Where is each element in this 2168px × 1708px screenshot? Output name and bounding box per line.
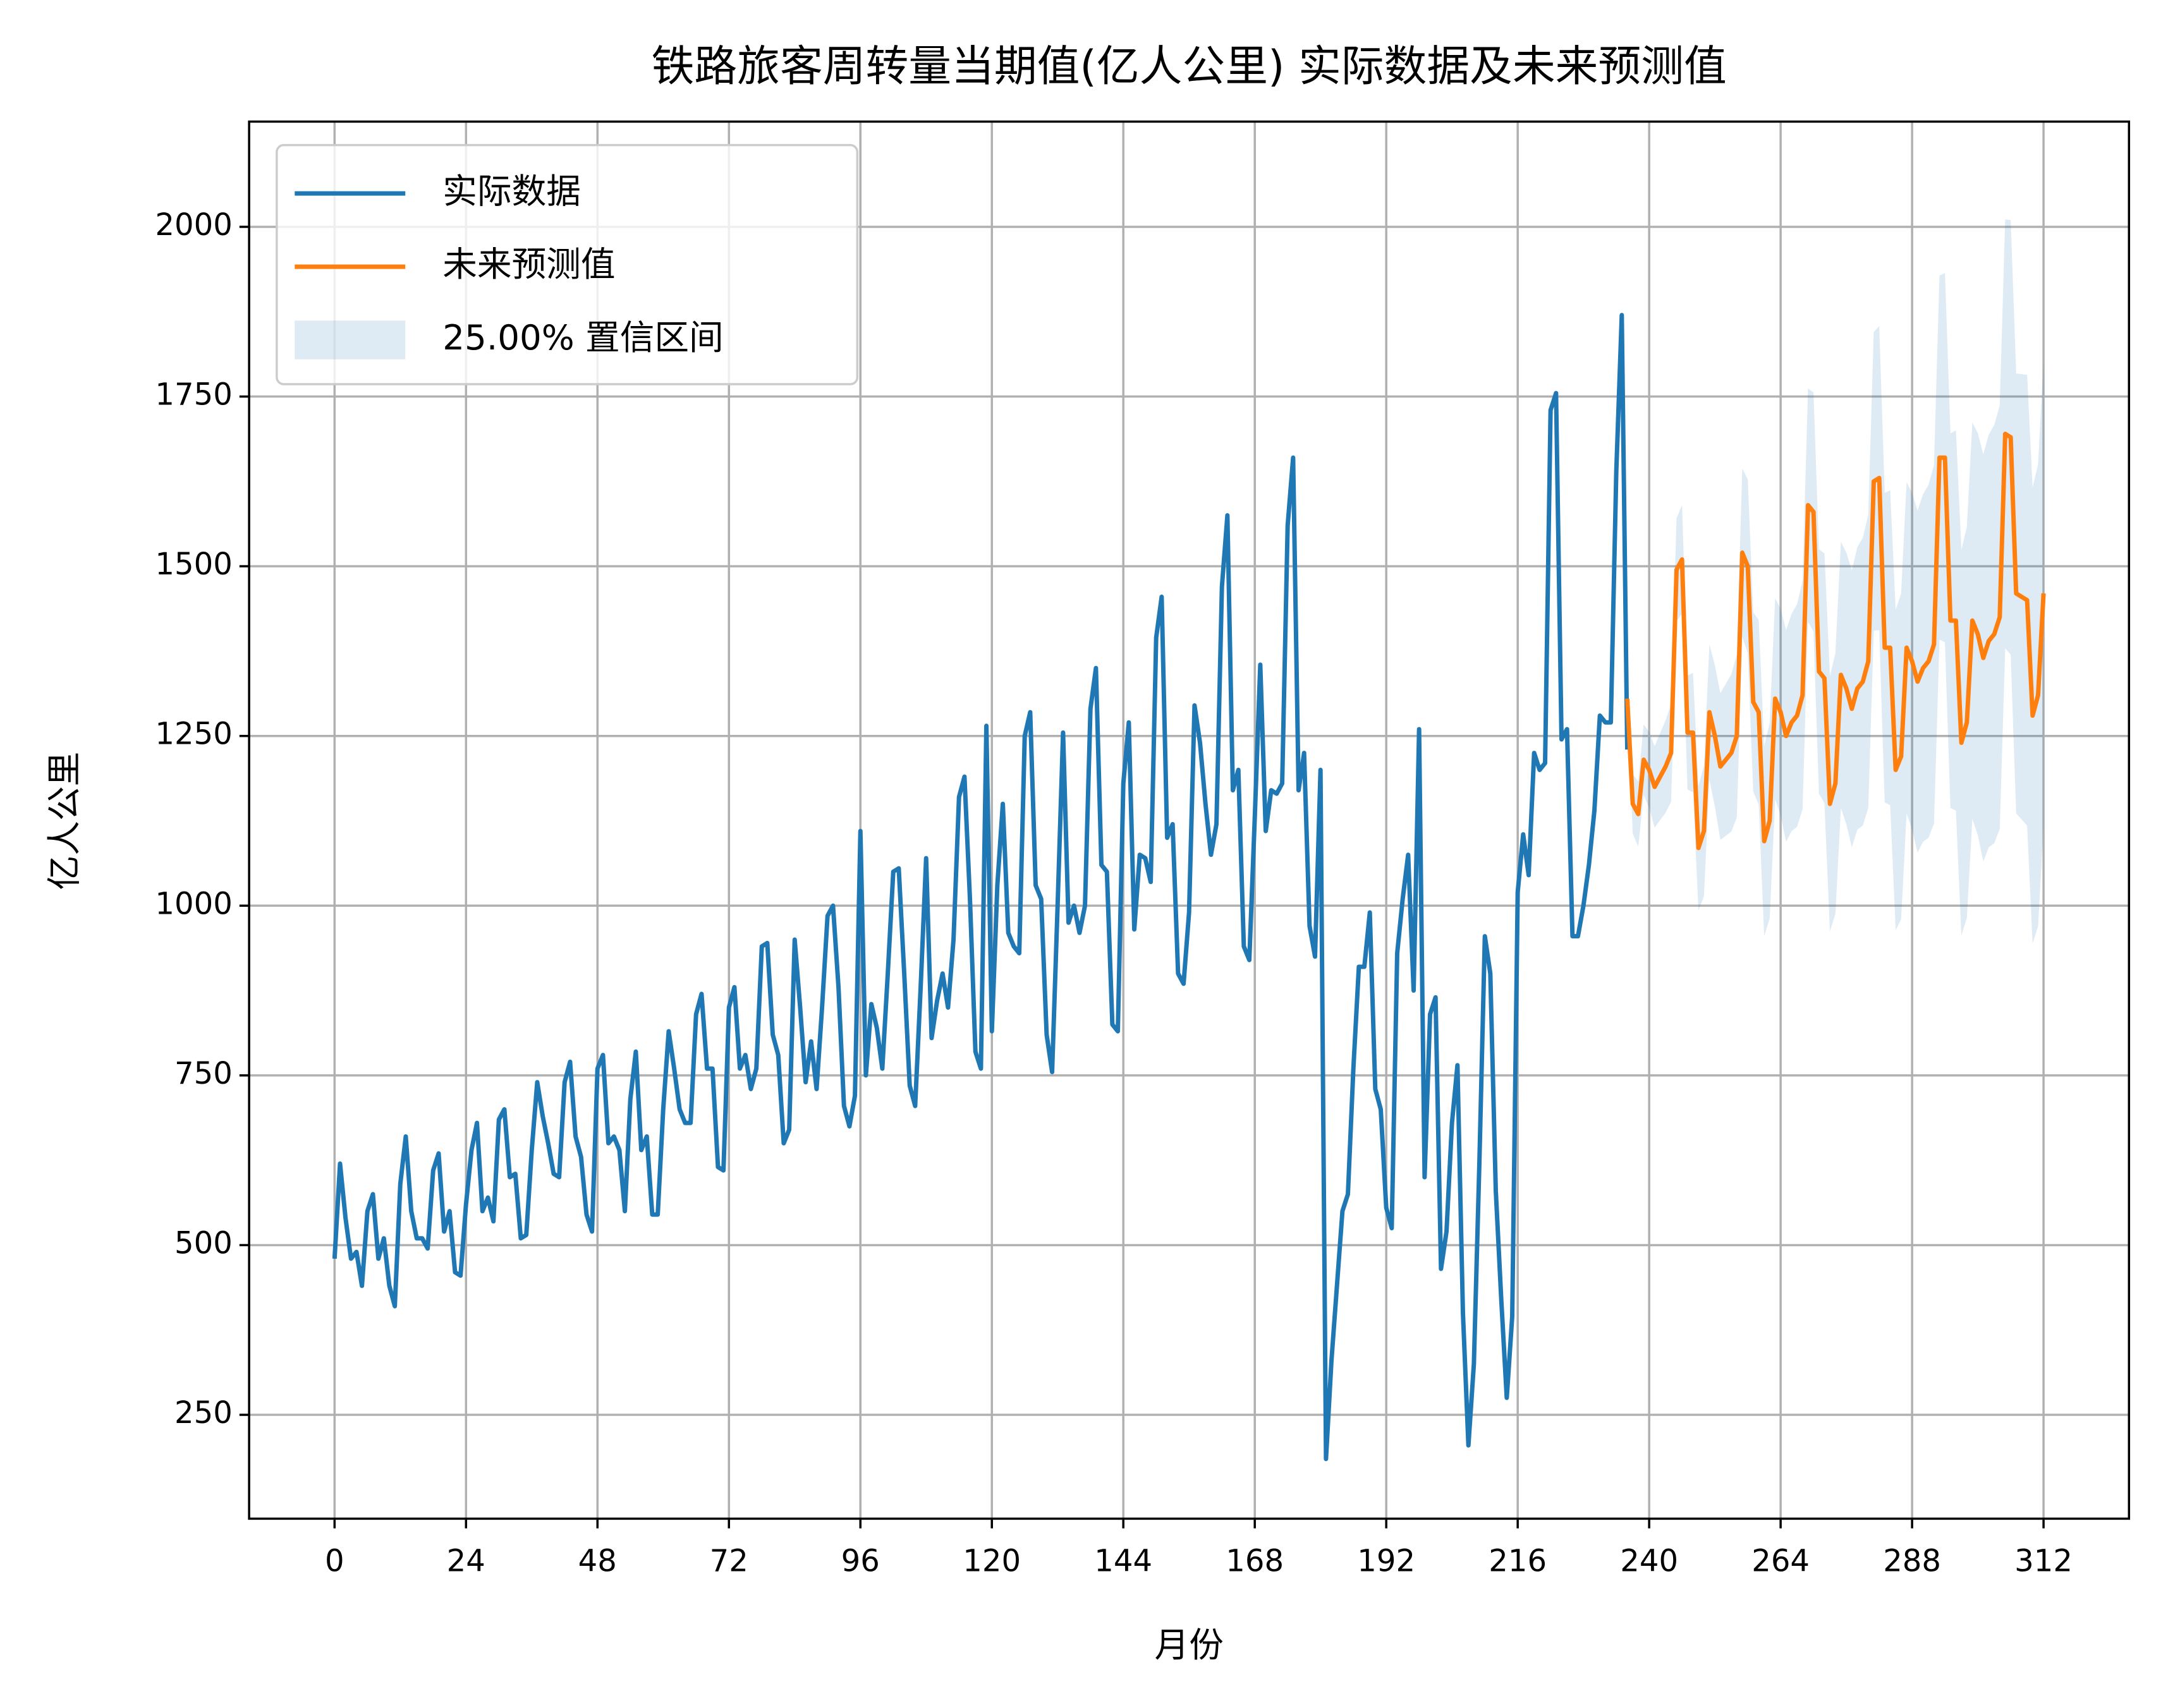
x-tick-label: 264: [1751, 1543, 1810, 1578]
legend-label: 25.00% 置信区间: [442, 317, 723, 358]
legend-label: 未来预测值: [442, 244, 615, 284]
y-tick-label: 250: [174, 1395, 233, 1431]
plot-frame: [248, 120, 2131, 1520]
x-tick-label: 72: [710, 1543, 748, 1578]
y-tick-label: 1250: [155, 717, 232, 752]
x-tick-label: 168: [1226, 1543, 1284, 1578]
x-tick-label: 0: [325, 1543, 344, 1578]
x-tick-label: 192: [1357, 1543, 1415, 1578]
series-line: [332, 313, 1629, 1462]
y-axis-label: 亿人公里: [44, 752, 85, 890]
x-tick-label: 312: [2014, 1543, 2073, 1578]
x-tick-label: 288: [1883, 1543, 1941, 1578]
y-tick-label: 1500: [155, 547, 232, 582]
y-tick-label: 1750: [155, 377, 232, 413]
plot-area: 0 24 48 72 96 120 144 168 192 216 240 264 288 312 250 5…: [155, 120, 2131, 1578]
x-tick-label: 144: [1094, 1543, 1152, 1578]
y-tick-label: 500: [174, 1225, 233, 1261]
x-tick-label: 48: [578, 1543, 617, 1578]
chart-title: 铁路旅客周转量当期值(亿人公里) 实际数据及未来预测值: [652, 41, 1727, 91]
legend-label: 实际数据: [442, 171, 581, 211]
x-axis-label: 月份: [1155, 1625, 1224, 1665]
x-tick-label: 120: [963, 1543, 1021, 1578]
y-tick-label: 750: [174, 1056, 233, 1091]
legend-box: [276, 143, 859, 385]
x-tick-label: 24: [447, 1543, 485, 1578]
x-tick-label: 216: [1489, 1543, 1547, 1578]
y-tick-label: 2000: [155, 207, 232, 243]
y-tick-label: 1000: [155, 886, 232, 921]
x-tick-label: 240: [1620, 1543, 1678, 1578]
series-line: [1624, 432, 2046, 851]
confidence-band: [1627, 219, 2044, 944]
x-tick-label: 96: [841, 1543, 880, 1578]
legend-swatch: [295, 320, 406, 360]
